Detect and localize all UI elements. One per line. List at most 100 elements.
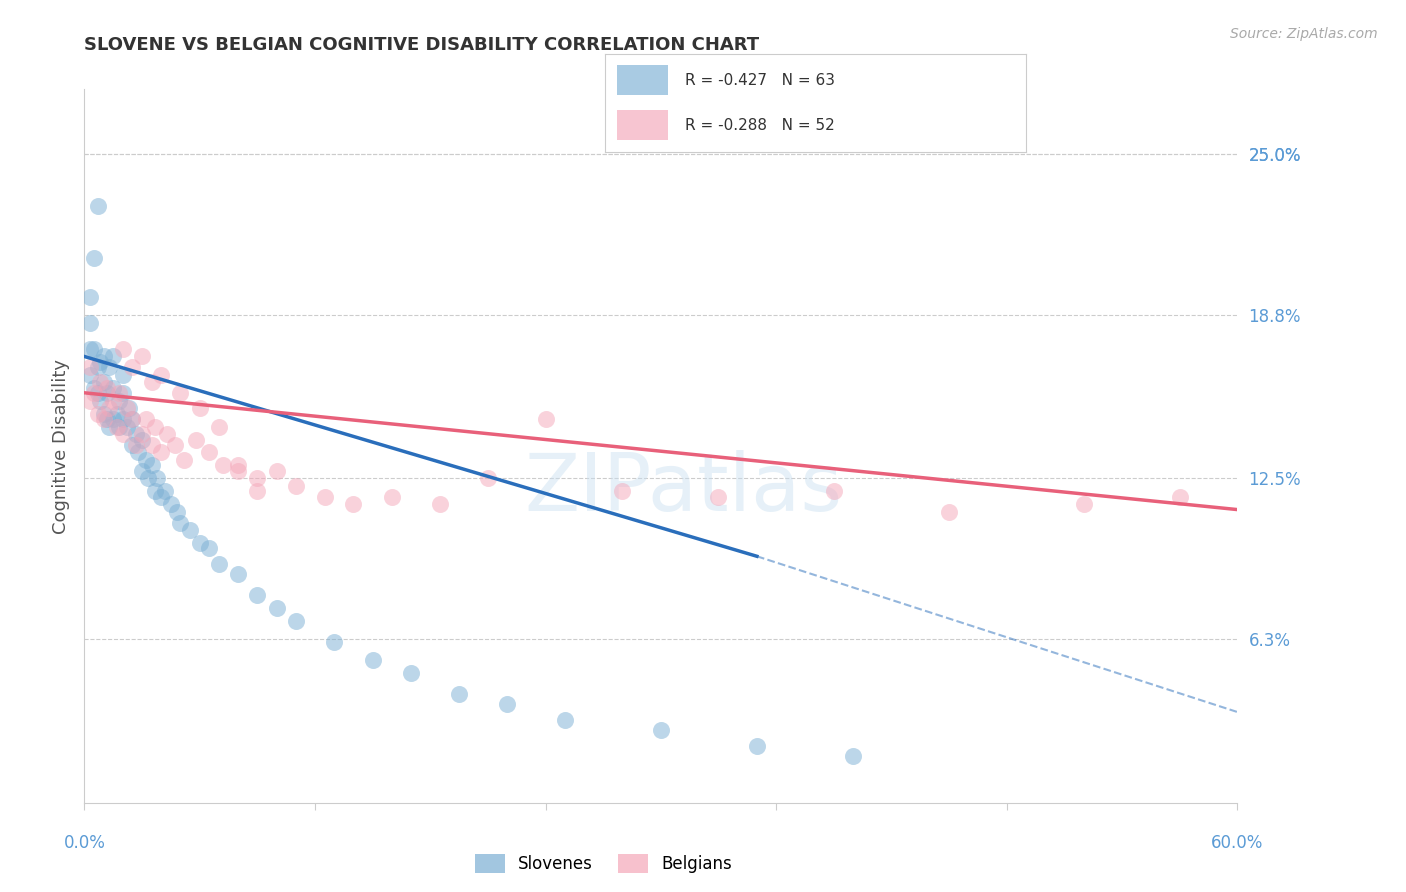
Legend: Slovenes, Belgians: Slovenes, Belgians	[468, 847, 738, 880]
Point	[105, 407, 128, 421]
Point	[173, 453, 195, 467]
Point	[83, 381, 105, 395]
Point	[145, 419, 167, 434]
Point	[156, 427, 179, 442]
Point	[135, 411, 157, 425]
Point	[150, 445, 173, 459]
Point	[554, 713, 576, 727]
Point	[449, 687, 471, 701]
Point	[707, 490, 730, 504]
Point	[429, 497, 451, 511]
Point	[93, 411, 115, 425]
Point	[163, 438, 186, 452]
Point	[89, 393, 111, 408]
Point	[141, 376, 163, 390]
Point	[111, 385, 134, 400]
Text: R = -0.427   N = 63: R = -0.427 N = 63	[685, 72, 835, 87]
Point	[115, 401, 138, 416]
Point	[160, 497, 183, 511]
Point	[105, 419, 128, 434]
Point	[79, 393, 101, 408]
Point	[125, 427, 148, 442]
Point	[166, 505, 188, 519]
Point	[208, 557, 231, 571]
Point	[108, 393, 131, 408]
Point	[79, 290, 101, 304]
Point	[83, 342, 105, 356]
Text: Source: ZipAtlas.com: Source: ZipAtlas.com	[1230, 27, 1378, 41]
Point	[136, 471, 159, 485]
Text: 0.0%: 0.0%	[63, 834, 105, 852]
Point	[342, 497, 364, 511]
Point	[89, 354, 111, 368]
Point	[93, 376, 115, 390]
Point	[121, 438, 143, 452]
Point	[1168, 490, 1191, 504]
Point	[135, 453, 157, 467]
Point	[98, 419, 121, 434]
Point	[188, 401, 211, 416]
Point	[184, 433, 207, 447]
Point	[226, 458, 249, 473]
Point	[188, 536, 211, 550]
Point	[79, 316, 101, 330]
Point	[169, 385, 191, 400]
Point	[79, 368, 101, 382]
Point	[103, 393, 125, 408]
Point	[496, 697, 519, 711]
Point	[121, 359, 143, 374]
Point	[131, 464, 153, 478]
Point	[314, 490, 336, 504]
Point	[108, 385, 131, 400]
Point	[211, 458, 233, 473]
FancyBboxPatch shape	[617, 111, 668, 140]
Point	[150, 490, 173, 504]
Point	[111, 411, 134, 425]
Text: 60.0%: 60.0%	[1211, 834, 1264, 852]
Point	[111, 342, 134, 356]
Point	[103, 350, 125, 364]
Point	[98, 359, 121, 374]
Point	[131, 427, 153, 442]
Point	[79, 342, 101, 356]
Point	[98, 401, 121, 416]
Point	[153, 484, 176, 499]
Point	[477, 471, 499, 485]
Point	[103, 411, 125, 425]
Point	[103, 381, 125, 395]
Point	[141, 438, 163, 452]
Point	[842, 749, 865, 764]
Point	[226, 567, 249, 582]
Point	[108, 419, 131, 434]
Point	[208, 419, 231, 434]
Y-axis label: Cognitive Disability: Cognitive Disability	[52, 359, 70, 533]
Point	[361, 653, 384, 667]
Point	[117, 401, 139, 416]
Point	[399, 666, 422, 681]
Point	[93, 407, 115, 421]
Point	[141, 458, 163, 473]
Point	[96, 381, 118, 395]
Text: SLOVENE VS BELGIAN COGNITIVE DISABILITY CORRELATION CHART: SLOVENE VS BELGIAN COGNITIVE DISABILITY …	[84, 36, 759, 54]
Point	[246, 471, 269, 485]
Text: R = -0.288   N = 52: R = -0.288 N = 52	[685, 118, 835, 133]
Point	[89, 376, 111, 390]
Point	[650, 723, 672, 738]
Point	[87, 385, 110, 400]
Point	[111, 427, 134, 442]
Point	[131, 433, 153, 447]
Point	[169, 516, 191, 530]
Point	[246, 484, 269, 499]
Point	[284, 614, 307, 628]
Point	[87, 199, 110, 213]
Point	[226, 464, 249, 478]
Point	[198, 541, 221, 556]
FancyBboxPatch shape	[617, 65, 668, 95]
Point	[381, 490, 404, 504]
Point	[93, 350, 115, 364]
Point	[938, 505, 960, 519]
Point	[323, 635, 346, 649]
Point	[111, 368, 134, 382]
Point	[823, 484, 845, 499]
Point	[198, 445, 221, 459]
